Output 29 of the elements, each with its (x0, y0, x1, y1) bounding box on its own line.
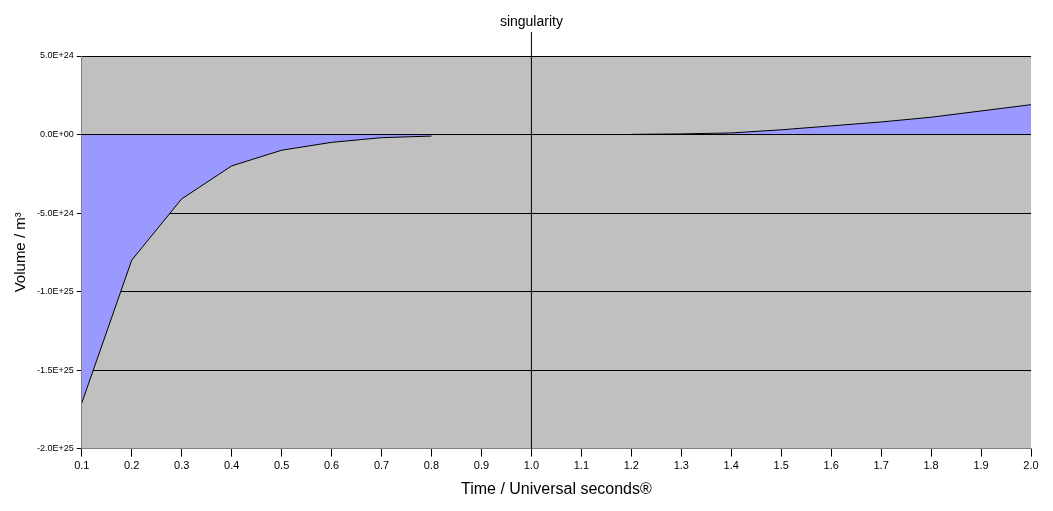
x-tick-label: 0.4 (224, 459, 240, 472)
x-tick-label: 0.2 (124, 459, 140, 472)
ref-line-label: singularity (499, 12, 563, 29)
x-tick-label: 1.8 (923, 459, 939, 472)
y-tick-label: -1.5E+25 (37, 364, 74, 375)
y-tick-label: -2.0E+25 (37, 443, 74, 454)
y-tick-label: 5.0E+24 (40, 50, 74, 61)
x-tick-label: 1.0 (523, 459, 540, 472)
x-tick-label: 0.3 (174, 459, 190, 472)
x-tick-label: 1.5 (773, 459, 789, 472)
x-axis-title: Time / Universal seconds® (460, 479, 653, 497)
x-tick-label: 1.2 (623, 459, 639, 472)
x-tick-label: 0.8 (423, 459, 440, 472)
y-tick-label: -1.0E+25 (37, 286, 74, 297)
y-tick-label: 0.0E+00 (40, 129, 74, 139)
x-tick-label: 0.6 (323, 459, 340, 472)
x-tick-label: 0.1 (74, 459, 90, 472)
y-axis-title: Volume / m³ (11, 212, 29, 293)
x-tick-label: 1.9 (973, 459, 989, 472)
x-tick-label: 0.5 (273, 459, 290, 472)
x-tick-label: 1.1 (573, 459, 590, 472)
x-tick-label: 1.6 (823, 459, 839, 472)
x-tick-label: 1.4 (723, 459, 739, 472)
y-tick-label: -5.0E+24 (37, 207, 74, 218)
x-tick-label: 1.7 (873, 459, 889, 472)
x-tick-label: 2.0 (1023, 459, 1039, 472)
x-tick-label: 1.3 (673, 459, 689, 472)
x-tick-label: 0.9 (473, 459, 490, 472)
x-tick-label: 0.7 (373, 459, 390, 472)
